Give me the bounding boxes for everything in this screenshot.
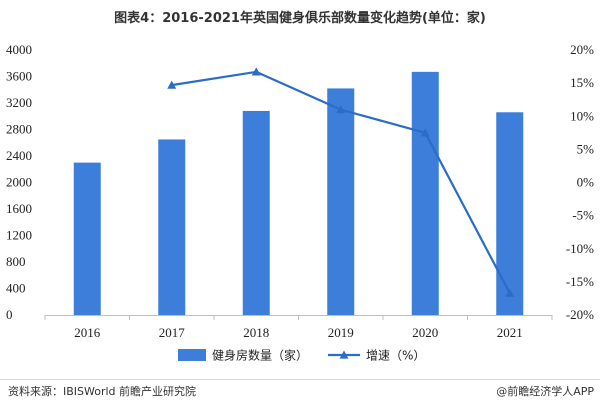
growth-point xyxy=(167,80,177,89)
y-left-tick-label: 3200 xyxy=(6,95,32,110)
y-left-tick-label: 800 xyxy=(6,254,26,269)
y-right-tick-label: 15% xyxy=(570,75,594,90)
y-left-tick-label: 4000 xyxy=(6,42,32,57)
y-right-tick-label: 20% xyxy=(570,42,594,57)
y-right-tick-label: 0% xyxy=(577,175,595,190)
legend-line-marker xyxy=(339,350,349,359)
line-group xyxy=(167,67,515,297)
bar xyxy=(73,162,101,315)
y-left-tick-label: 1600 xyxy=(6,201,32,216)
y-left-tick-label: 2000 xyxy=(6,175,32,190)
bar xyxy=(496,112,524,316)
y-right-tick-label: -20% xyxy=(566,307,594,322)
y-left-tick-label: 1200 xyxy=(6,228,32,243)
growth-point xyxy=(336,105,346,114)
legend: 健身房数量（家） 增速（%） xyxy=(178,348,425,363)
y-left-tick-label: 400 xyxy=(6,281,26,296)
growth-point xyxy=(420,128,430,137)
axes: 0 400 800 1200 1600 2000 2400 2800 3200 3600 4000 -… xyxy=(6,42,594,340)
x-tick-label: 2018 xyxy=(243,325,269,340)
x-tick-label: 2021 xyxy=(497,325,523,340)
y-left-tick-label: 3600 xyxy=(6,69,32,84)
bar xyxy=(327,88,355,315)
y-left-tick-label: 2800 xyxy=(6,122,32,137)
growth-point xyxy=(505,288,515,297)
chart-title: 图表4：2016-2021年英国健身俱乐部数量变化趋势(单位：家) xyxy=(114,10,486,26)
y-right-tick-label: 5% xyxy=(577,141,595,156)
y-right-tick-label: -10% xyxy=(566,241,594,256)
x-tick-label: 2017 xyxy=(159,325,186,340)
bar xyxy=(158,139,186,315)
x-tick-label: 2020 xyxy=(412,325,438,340)
x-tick-label: 2019 xyxy=(328,325,354,340)
y-right-tick-label: -5% xyxy=(572,208,594,223)
growth-point xyxy=(251,67,261,76)
y-right-tick-label: -15% xyxy=(566,274,594,289)
footer-brand: @前瞻经济学人APP xyxy=(496,384,594,398)
y-left-tick-label: 2400 xyxy=(6,148,32,163)
x-tick-label: 2016 xyxy=(74,325,101,340)
y-left-tick-label: 0 xyxy=(6,307,13,322)
bar xyxy=(242,110,270,315)
legend-bar-label: 健身房数量（家） xyxy=(212,348,308,363)
y-right-tick-label: 10% xyxy=(570,108,594,123)
bars-group xyxy=(73,71,524,316)
legend-bar-swatch xyxy=(178,349,206,361)
footer-source: 资料来源：IBISWorld 前瞻产业研究院 xyxy=(8,384,196,398)
legend-line-label: 增速（%） xyxy=(366,349,425,363)
bar xyxy=(411,71,439,315)
